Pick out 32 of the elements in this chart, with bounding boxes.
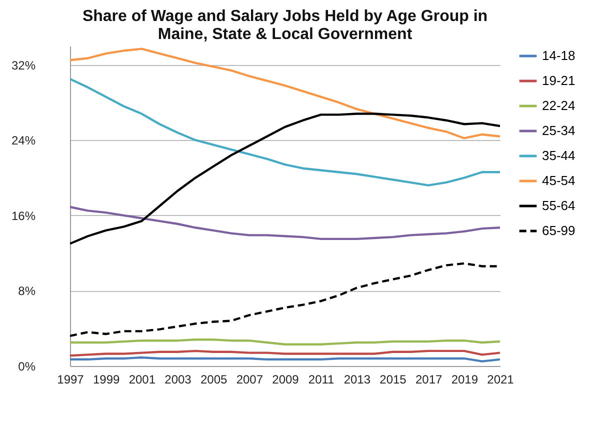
- x-tick-label: 2015: [380, 372, 407, 386]
- y-tick-label: 8%: [18, 284, 36, 298]
- chart-title: Share of Wage and Salary Jobs Held by Age Group in Maine, State & Local Government: [82, 8, 488, 43]
- line-series: [70, 78, 500, 186]
- x-tick-label: 2017: [415, 372, 443, 386]
- line-series: [70, 262, 500, 337]
- line-series: [70, 112, 500, 245]
- x-tick-label: 2013: [344, 372, 371, 386]
- x-tick-label: 1999: [92, 372, 120, 386]
- legend-label: 14-18: [542, 48, 576, 63]
- line-series: [70, 48, 500, 140]
- x-tick-label: 2011: [308, 372, 335, 386]
- legend-label: 55-64: [542, 198, 576, 213]
- legend-label: 45-54: [542, 173, 576, 188]
- legend-label: 35-44: [542, 148, 576, 163]
- x-tick-label: 2005: [200, 372, 228, 386]
- legend-label: 65-99: [542, 223, 576, 238]
- legend-label: 22-24: [542, 98, 576, 113]
- x-tick-label: 2003: [164, 372, 192, 386]
- y-tick-label: 0%: [18, 360, 36, 374]
- x-tick-label: 2019: [451, 372, 478, 386]
- x-tick-label: 1997: [57, 372, 84, 386]
- line-series: [70, 206, 500, 240]
- y-tick-label: 32%: [11, 58, 36, 72]
- legend-label: 19-21: [542, 73, 576, 88]
- x-tick-label: 2009: [272, 372, 300, 386]
- y-tick-label: 16%: [11, 208, 36, 223]
- legend-label: 25-34: [542, 123, 576, 138]
- x-tick-label: 2021: [487, 372, 514, 386]
- x-tick-label: 2007: [236, 372, 264, 386]
- y-tick-label: 24%: [11, 134, 36, 148]
- x-tick-label: 2001: [128, 372, 156, 386]
